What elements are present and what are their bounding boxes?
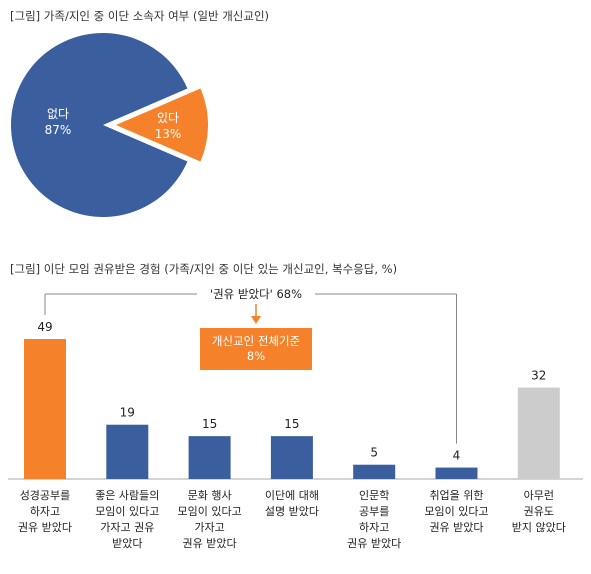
callout-arrow-head (251, 316, 261, 324)
category-label: 아무런 (524, 489, 554, 502)
category-label: 권유 받았다 (183, 537, 237, 550)
bar-value-label: 15 (284, 417, 299, 431)
category-label: 권유 받았다 (347, 537, 401, 550)
bar-value-label: 32 (531, 369, 546, 383)
bar-3 (188, 436, 231, 479)
callout-box (200, 328, 312, 370)
bar-7 (517, 387, 560, 479)
callout-text: 8% (247, 349, 265, 363)
pie-slice-2 (116, 88, 208, 162)
category-label: 권유도 (524, 505, 554, 518)
bar-chart-title: [그림] 이단 모임 권유받은 경험 (가족/지인 중 이단 있는 개신교인, … (10, 262, 398, 276)
category-label: 모임이 있다고 (95, 505, 159, 518)
pie-slice-value: 13% (155, 127, 182, 141)
bar-value-label: 49 (37, 320, 52, 334)
category-label: 이단에 대해 (265, 488, 319, 502)
pie-slice-label: 있다 (157, 111, 179, 125)
pie-slice-label: 없다 (47, 107, 69, 121)
category-label: 하자고 (359, 520, 389, 534)
category-label: 모임이 있다고 (424, 505, 488, 518)
pie-slice-value: 87% (45, 123, 72, 137)
category-label: 가자고 권유 (100, 521, 154, 534)
pie-chart-title: [그림] 가족/지인 중 이단 소속자 여부 (일반 개신교인) (10, 9, 270, 23)
category-label: 문화 행사 (188, 489, 232, 502)
bar-2 (106, 424, 149, 479)
category-label: 가자고 (194, 521, 224, 534)
category-label: 모임이 있다고 (177, 505, 241, 518)
bar-value-label: 19 (120, 406, 135, 420)
category-label: 하자고 (30, 504, 60, 518)
category-label: 권유 받았다 (18, 521, 72, 534)
bar-4 (270, 436, 313, 479)
category-label: 공부를 (359, 505, 389, 518)
category-label: 설명 받았다 (265, 505, 319, 518)
category-label: 인문학 (359, 489, 389, 502)
category-label: 좋은 사람들의 (95, 489, 159, 502)
category-label: 성경공부를 (20, 489, 71, 502)
bar-value-label: 15 (202, 417, 217, 431)
bracket-label: '권유 받았다' 68% (210, 287, 302, 301)
category-label: 취업을 위한 (429, 489, 483, 502)
category-label: 받지 않았다 (512, 521, 566, 534)
bar-6 (435, 467, 478, 479)
category-label: 권유 받았다 (429, 521, 483, 534)
pie-slice-1 (10, 33, 188, 218)
category-label: 받았다 (112, 537, 142, 550)
bar-5 (353, 464, 396, 479)
bar-1 (24, 339, 66, 479)
callout-text: 개신교인 전체기준 (212, 334, 300, 348)
bar-value-label: 5 (370, 446, 378, 460)
bar-value-label: 4 (453, 449, 461, 463)
